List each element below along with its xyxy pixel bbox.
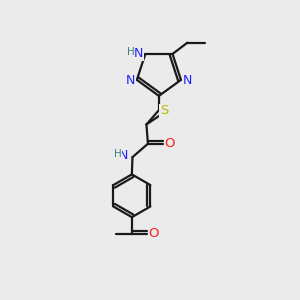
Text: O: O	[148, 227, 159, 240]
Text: H: H	[114, 149, 122, 159]
Text: N: N	[126, 74, 135, 87]
Text: S: S	[160, 104, 169, 117]
Text: N: N	[119, 149, 128, 162]
Text: N: N	[134, 47, 143, 61]
Text: O: O	[165, 137, 175, 150]
Text: H: H	[127, 47, 134, 58]
Text: N: N	[183, 74, 192, 87]
